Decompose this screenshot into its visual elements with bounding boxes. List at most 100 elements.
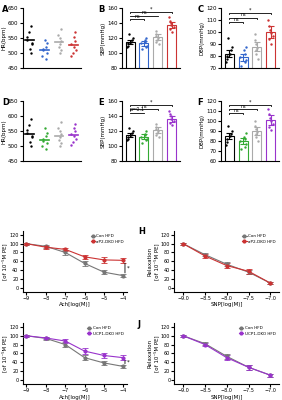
Legend: Con HFD, UCP1-DKO HFD: Con HFD, UCP1-DKO HFD bbox=[237, 325, 277, 337]
Point bbox=[59, 131, 63, 138]
Legend: Con HFD, aP2-DKO HFD: Con HFD, aP2-DKO HFD bbox=[89, 233, 125, 245]
Y-axis label: SBP(mmHg): SBP(mmHg) bbox=[101, 115, 106, 148]
Point bbox=[131, 35, 135, 41]
Point bbox=[144, 137, 149, 144]
Point bbox=[255, 44, 259, 51]
Point bbox=[145, 136, 149, 142]
Point bbox=[254, 131, 259, 138]
Point bbox=[228, 131, 233, 138]
Point bbox=[58, 41, 62, 47]
Text: C: C bbox=[197, 5, 204, 14]
Point bbox=[44, 140, 49, 147]
Point bbox=[69, 53, 74, 59]
Point bbox=[255, 138, 260, 145]
Legend: Con HFD, aP2-DKO HFD: Con HFD, aP2-DKO HFD bbox=[241, 233, 277, 245]
Point bbox=[253, 134, 258, 140]
Point bbox=[156, 134, 161, 140]
Point bbox=[242, 136, 247, 143]
Point bbox=[69, 130, 73, 137]
Bar bbox=[266, 32, 275, 152]
Point bbox=[268, 30, 273, 36]
Point bbox=[156, 128, 160, 134]
Text: *: * bbox=[249, 100, 251, 105]
Point bbox=[30, 41, 34, 47]
Point bbox=[241, 134, 246, 140]
Point bbox=[29, 143, 34, 150]
Y-axis label: DBP(mmHg): DBP(mmHg) bbox=[200, 114, 205, 148]
Y-axis label: Relaxation
[of 10⁻⁵M PE]: Relaxation [of 10⁻⁵M PE] bbox=[0, 243, 8, 280]
Point bbox=[71, 50, 75, 56]
Point bbox=[168, 111, 173, 117]
Point bbox=[41, 46, 45, 52]
Point bbox=[267, 23, 272, 29]
Point bbox=[73, 29, 78, 35]
Point bbox=[266, 124, 271, 130]
Point bbox=[156, 35, 160, 41]
Text: ns: ns bbox=[240, 104, 246, 109]
Point bbox=[169, 122, 174, 128]
Point bbox=[131, 128, 135, 134]
Point bbox=[155, 130, 160, 136]
Bar bbox=[153, 36, 162, 128]
Point bbox=[171, 118, 176, 124]
Point bbox=[167, 14, 171, 20]
X-axis label: Ach[log(M)]: Ach[log(M)] bbox=[59, 302, 91, 308]
Point bbox=[239, 62, 243, 69]
Point bbox=[169, 20, 173, 26]
Point bbox=[59, 26, 63, 32]
Point bbox=[74, 47, 79, 53]
Point bbox=[41, 138, 45, 144]
Text: *: * bbox=[126, 266, 129, 270]
Point bbox=[154, 132, 158, 138]
Y-axis label: Relaxation
[of 10⁻⁵M PE]: Relaxation [of 10⁻⁵M PE] bbox=[0, 335, 8, 372]
Bar bbox=[239, 57, 248, 152]
Legend: Con HFD, UCP1-DKO HFD: Con HFD, UCP1-DKO HFD bbox=[86, 325, 125, 337]
Point bbox=[129, 36, 134, 43]
Point bbox=[144, 35, 149, 41]
Text: A: A bbox=[2, 5, 9, 14]
Point bbox=[138, 40, 143, 46]
Text: ns: ns bbox=[233, 17, 239, 22]
Text: ns: ns bbox=[141, 10, 147, 15]
Bar bbox=[225, 54, 234, 152]
Point bbox=[253, 126, 258, 132]
Point bbox=[72, 125, 76, 132]
Point bbox=[125, 137, 129, 144]
Point bbox=[268, 26, 272, 33]
Point bbox=[243, 130, 248, 136]
Point bbox=[69, 142, 74, 148]
Point bbox=[29, 50, 34, 56]
Point bbox=[153, 27, 158, 34]
Point bbox=[228, 47, 233, 53]
Bar bbox=[239, 142, 248, 222]
Point bbox=[252, 123, 257, 130]
Point bbox=[268, 118, 273, 124]
Point bbox=[167, 26, 172, 32]
Point bbox=[228, 133, 232, 140]
Point bbox=[29, 133, 34, 139]
Y-axis label: Relaxation
[of 10⁻⁵M PE]: Relaxation [of 10⁻⁵M PE] bbox=[148, 335, 160, 372]
Point bbox=[253, 50, 258, 57]
Point bbox=[154, 39, 158, 45]
Point bbox=[74, 136, 79, 142]
Point bbox=[41, 136, 45, 142]
Bar bbox=[252, 131, 261, 222]
Point bbox=[58, 35, 62, 41]
Point bbox=[237, 138, 242, 145]
Point bbox=[45, 130, 49, 136]
Point bbox=[140, 140, 144, 146]
Point bbox=[255, 129, 259, 136]
X-axis label: SNP[log(M)]: SNP[log(M)] bbox=[211, 394, 243, 400]
Text: J: J bbox=[138, 320, 141, 328]
Bar bbox=[125, 42, 135, 128]
Point bbox=[58, 140, 63, 147]
Point bbox=[142, 37, 147, 44]
Point bbox=[25, 36, 29, 43]
Point bbox=[129, 39, 133, 45]
Point bbox=[143, 39, 148, 45]
Point bbox=[230, 128, 235, 134]
Point bbox=[145, 42, 149, 49]
Y-axis label: DBP(mmHg): DBP(mmHg) bbox=[200, 21, 205, 55]
Text: ns: ns bbox=[240, 12, 246, 17]
Point bbox=[224, 139, 229, 146]
